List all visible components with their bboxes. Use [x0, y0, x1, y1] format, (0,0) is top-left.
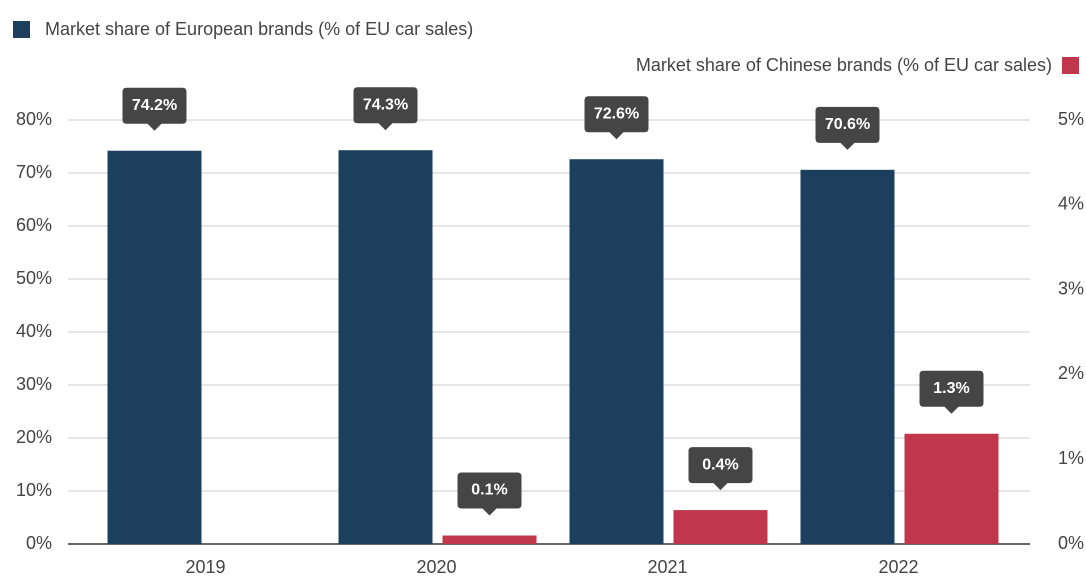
bar	[338, 150, 433, 544]
y-tick-label: 70%	[16, 162, 52, 182]
data-label: 0.1%	[471, 482, 507, 499]
y-tick-label: 50%	[16, 268, 52, 288]
label-callout	[584, 96, 649, 140]
label-callout	[919, 370, 984, 414]
y2-tick-label: 5%	[1058, 109, 1084, 129]
data-label: 1.3%	[933, 380, 969, 397]
label-callout	[815, 106, 880, 150]
data-label: 72.6%	[594, 105, 639, 122]
y-tick-label: 40%	[16, 321, 52, 341]
bar	[904, 433, 999, 544]
y-tick-label: 20%	[16, 427, 52, 447]
x-tick-label: 2021	[647, 557, 687, 577]
y2-tick-label: 3%	[1058, 278, 1084, 298]
bar	[569, 159, 664, 544]
legend-label: Market share of European brands (% of EU…	[45, 19, 473, 39]
legend-swatch	[13, 21, 30, 38]
y2-tick-label: 0%	[1058, 533, 1084, 553]
label-callout	[353, 87, 418, 131]
data-label: 70.6%	[825, 116, 870, 133]
legend-label: Market share of Chinese brands (% of EU …	[636, 55, 1052, 75]
x-tick-label: 2019	[185, 557, 225, 577]
y-tick-label: 30%	[16, 374, 52, 394]
y2-tick-label: 4%	[1058, 194, 1084, 214]
y2-tick-label: 1%	[1058, 448, 1084, 468]
y2-tick-label: 2%	[1058, 363, 1084, 383]
legend-swatch	[1062, 57, 1079, 74]
data-label: 74.3%	[363, 96, 408, 113]
label-callout	[457, 472, 522, 516]
y-tick-label: 0%	[26, 533, 52, 553]
bar	[673, 510, 768, 544]
bar	[442, 535, 537, 544]
data-label: 74.2%	[132, 97, 177, 114]
data-label: 0.4%	[702, 456, 738, 473]
bar	[800, 169, 895, 544]
x-tick-label: 2020	[416, 557, 456, 577]
label-callout	[122, 87, 187, 131]
y-tick-label: 10%	[16, 480, 52, 500]
y-tick-label: 60%	[16, 215, 52, 235]
y-tick-label: 80%	[16, 109, 52, 129]
bar	[107, 150, 202, 545]
x-tick-label: 2022	[878, 557, 918, 577]
label-callout	[688, 447, 753, 491]
